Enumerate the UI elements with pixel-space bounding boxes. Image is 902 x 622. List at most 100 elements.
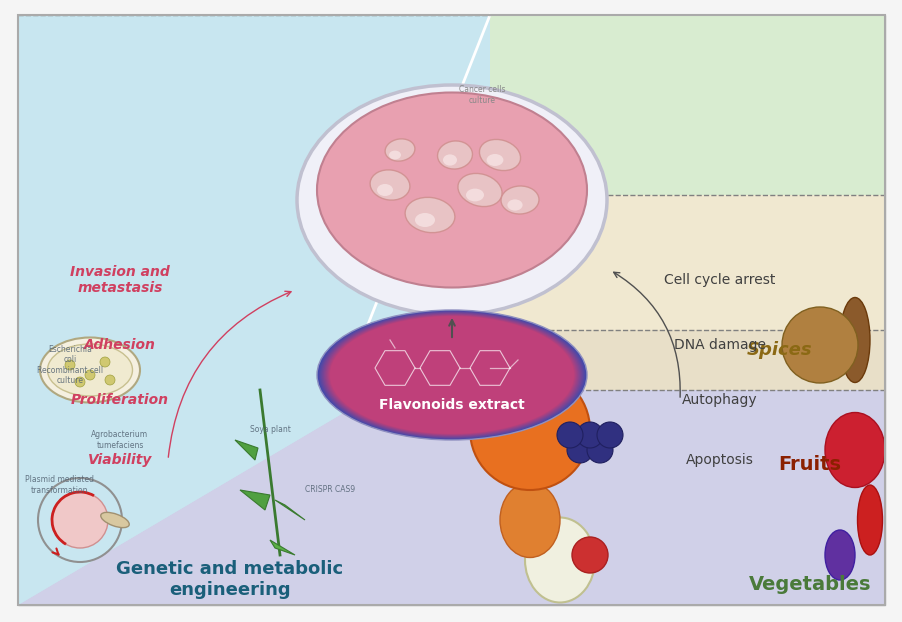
Text: Agrobacterium
tumefaciens: Agrobacterium tumefaciens bbox=[91, 430, 149, 450]
Ellipse shape bbox=[327, 315, 577, 435]
Text: Proliferation: Proliferation bbox=[71, 393, 169, 407]
Ellipse shape bbox=[319, 311, 584, 439]
Ellipse shape bbox=[323, 313, 581, 437]
Ellipse shape bbox=[405, 197, 454, 233]
Circle shape bbox=[75, 377, 85, 387]
Ellipse shape bbox=[318, 310, 585, 440]
Circle shape bbox=[85, 370, 95, 380]
Text: DNA damage: DNA damage bbox=[673, 338, 765, 352]
Ellipse shape bbox=[327, 315, 575, 435]
Ellipse shape bbox=[478, 140, 520, 170]
Polygon shape bbox=[235, 440, 258, 460]
Ellipse shape bbox=[330, 316, 574, 434]
Text: Genetic and metabolic
engineering: Genetic and metabolic engineering bbox=[116, 560, 343, 599]
Ellipse shape bbox=[318, 310, 585, 439]
FancyBboxPatch shape bbox=[18, 15, 884, 605]
Ellipse shape bbox=[320, 312, 583, 439]
Ellipse shape bbox=[328, 315, 575, 434]
Circle shape bbox=[100, 357, 110, 367]
Ellipse shape bbox=[327, 315, 576, 435]
Text: Apoptosis: Apoptosis bbox=[686, 453, 753, 467]
Ellipse shape bbox=[385, 139, 414, 161]
Text: Adhesion: Adhesion bbox=[84, 338, 156, 352]
Ellipse shape bbox=[329, 316, 575, 434]
Ellipse shape bbox=[322, 312, 582, 438]
Text: CRISPR CAS9: CRISPR CAS9 bbox=[305, 486, 354, 494]
Circle shape bbox=[105, 375, 115, 385]
Text: Cancer cells
culture: Cancer cells culture bbox=[458, 85, 505, 104]
Polygon shape bbox=[275, 500, 305, 520]
Ellipse shape bbox=[326, 314, 578, 436]
Ellipse shape bbox=[421, 337, 438, 363]
Ellipse shape bbox=[500, 483, 559, 557]
Ellipse shape bbox=[317, 310, 586, 440]
Ellipse shape bbox=[376, 184, 392, 196]
Text: Plasmid mediated
transformation: Plasmid mediated transformation bbox=[25, 475, 95, 494]
Ellipse shape bbox=[324, 313, 580, 437]
Ellipse shape bbox=[857, 485, 881, 555]
Ellipse shape bbox=[48, 344, 133, 396]
Circle shape bbox=[557, 422, 583, 448]
Ellipse shape bbox=[318, 310, 586, 440]
Polygon shape bbox=[490, 15, 884, 195]
Ellipse shape bbox=[465, 188, 483, 202]
Ellipse shape bbox=[437, 141, 472, 169]
Ellipse shape bbox=[824, 412, 884, 488]
Ellipse shape bbox=[327, 315, 576, 435]
Circle shape bbox=[566, 437, 593, 463]
Ellipse shape bbox=[839, 297, 869, 383]
Polygon shape bbox=[350, 330, 884, 390]
Ellipse shape bbox=[319, 311, 584, 439]
Ellipse shape bbox=[321, 312, 583, 438]
Ellipse shape bbox=[328, 315, 575, 435]
Ellipse shape bbox=[524, 518, 594, 603]
Ellipse shape bbox=[486, 154, 502, 166]
Circle shape bbox=[576, 422, 603, 448]
Ellipse shape bbox=[323, 313, 580, 437]
Polygon shape bbox=[490, 195, 884, 330]
Ellipse shape bbox=[457, 174, 502, 206]
Polygon shape bbox=[415, 325, 429, 340]
Text: Soya plant: Soya plant bbox=[249, 425, 290, 435]
Ellipse shape bbox=[389, 151, 400, 159]
Ellipse shape bbox=[451, 327, 468, 353]
Ellipse shape bbox=[101, 513, 129, 527]
Ellipse shape bbox=[443, 154, 456, 165]
Polygon shape bbox=[18, 15, 490, 605]
Circle shape bbox=[781, 307, 857, 383]
Circle shape bbox=[469, 370, 589, 490]
Ellipse shape bbox=[297, 85, 606, 315]
Ellipse shape bbox=[824, 530, 854, 580]
Text: Invasion and
metastasis: Invasion and metastasis bbox=[70, 265, 170, 295]
Ellipse shape bbox=[321, 312, 582, 438]
Text: Flavonoids extract: Flavonoids extract bbox=[379, 398, 524, 412]
Circle shape bbox=[52, 492, 108, 548]
Ellipse shape bbox=[436, 332, 453, 358]
Ellipse shape bbox=[322, 313, 581, 437]
Ellipse shape bbox=[320, 312, 584, 439]
Ellipse shape bbox=[326, 314, 577, 435]
Text: Viability: Viability bbox=[87, 453, 152, 467]
Ellipse shape bbox=[370, 170, 410, 200]
Ellipse shape bbox=[507, 200, 522, 211]
Circle shape bbox=[596, 422, 622, 448]
Ellipse shape bbox=[325, 313, 579, 436]
Polygon shape bbox=[240, 490, 270, 510]
Text: Autophagy: Autophagy bbox=[681, 393, 757, 407]
Ellipse shape bbox=[501, 185, 538, 215]
Text: Cell cycle arrest: Cell cycle arrest bbox=[664, 273, 775, 287]
Ellipse shape bbox=[318, 311, 584, 439]
Ellipse shape bbox=[329, 316, 574, 434]
Text: Escherichia
coli
Recombinant cell
culture: Escherichia coli Recombinant cell cultur… bbox=[37, 345, 103, 385]
Ellipse shape bbox=[324, 313, 579, 437]
Ellipse shape bbox=[40, 338, 140, 402]
Text: Fruits: Fruits bbox=[778, 455, 841, 475]
Ellipse shape bbox=[325, 314, 578, 436]
Ellipse shape bbox=[317, 93, 586, 287]
Circle shape bbox=[65, 360, 75, 370]
Polygon shape bbox=[270, 540, 295, 555]
Circle shape bbox=[586, 437, 612, 463]
Ellipse shape bbox=[415, 213, 435, 227]
Text: Vegetables: Vegetables bbox=[748, 575, 870, 595]
Circle shape bbox=[571, 537, 607, 573]
